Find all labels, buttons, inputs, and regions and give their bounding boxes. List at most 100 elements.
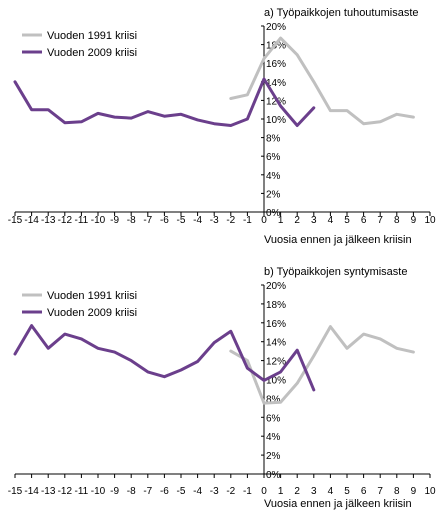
- x-tick-label: 10: [424, 486, 436, 497]
- x-tick-label: 9: [411, 215, 417, 226]
- data-point-2009: [113, 115, 116, 119]
- data-point-2009: [246, 366, 249, 370]
- data-point-2009: [13, 80, 17, 84]
- y-tick-label: 10%: [266, 376, 286, 387]
- data-point-2009: [113, 350, 116, 354]
- chart-destruction-rate: a) Työpaikkojen tuhoutumisaste-15 -14 -13-…: [8, 7, 436, 246]
- x-tick-label: -2: [226, 486, 235, 497]
- x-tick-label: -7: [143, 486, 152, 497]
- chart-title: a) Työpaikkojen tuhoutumisaste: [264, 7, 419, 19]
- x-tick-label: 7: [377, 486, 383, 497]
- x-tick-label: -4: [193, 215, 202, 226]
- y-tick-label: 4%: [266, 171, 281, 182]
- x-tick-label: 5: [344, 215, 350, 226]
- legend-label: Vuoden 1991 kriisi: [47, 30, 137, 42]
- data-point-2009: [47, 347, 50, 350]
- x-tick-label: -4: [193, 486, 202, 497]
- data-point-2009: [146, 370, 149, 374]
- data-point-2009: [279, 370, 282, 374]
- x-tick-label: 0: [261, 215, 267, 226]
- data-point-2009: [229, 330, 232, 333]
- data-point-1991: [296, 53, 299, 57]
- data-point-2009: [96, 347, 100, 350]
- data-point-1991: [329, 109, 332, 112]
- data-point-1991: [229, 349, 232, 353]
- data-point-2009: [279, 104, 282, 108]
- data-point-1991: [246, 93, 249, 97]
- data-point-2009: [262, 379, 266, 382]
- x-tick-label: -5: [177, 486, 186, 497]
- data-point-1991: [329, 325, 332, 328]
- data-point-2009: [146, 110, 149, 113]
- x-tick-label: 2: [294, 215, 300, 226]
- data-point-2009: [196, 118, 199, 122]
- data-point-2009: [80, 337, 83, 341]
- data-point-1991: [279, 400, 282, 404]
- x-tick-label: -6: [160, 486, 169, 497]
- y-tick-label: 6%: [266, 413, 281, 424]
- data-point-1991: [362, 332, 365, 336]
- data-point-2009: [63, 332, 66, 336]
- x-tick-label: -9: [110, 215, 119, 226]
- x-tick-label: 1: [278, 215, 284, 226]
- data-point-2009: [130, 116, 133, 120]
- y-tick-label: 4%: [266, 432, 281, 443]
- y-tick-label: 6%: [266, 152, 281, 163]
- x-tick-label: -10: [91, 486, 106, 497]
- data-point-2009: [296, 124, 299, 127]
- x-tick-label: -13: [41, 486, 56, 497]
- y-tick-label: 0%: [266, 208, 281, 219]
- y-tick-label: 2%: [266, 189, 281, 200]
- y-tick-label: 20%: [266, 281, 286, 292]
- data-point-1991: [395, 113, 398, 116]
- x-tick-label: -12: [58, 486, 73, 497]
- data-point-1991: [379, 120, 382, 123]
- x-tick-label: 5: [344, 486, 350, 497]
- x-tick-label: 3: [311, 215, 317, 226]
- data-point-2009: [63, 121, 66, 124]
- x-tick-label: -11: [75, 486, 89, 497]
- data-point-2009: [30, 108, 33, 111]
- y-tick-label: 10%: [266, 115, 286, 126]
- x-tick-label: -2: [226, 215, 235, 226]
- data-point-1991: [312, 80, 315, 84]
- x-tick-label: -5: [177, 215, 186, 226]
- data-point-2009: [262, 77, 266, 81]
- data-point-1991: [262, 57, 266, 60]
- data-point-2009: [163, 115, 166, 118]
- data-point-1991: [345, 347, 349, 350]
- data-point-1991: [279, 36, 282, 40]
- x-tick-label: -3: [210, 486, 219, 497]
- x-tick-label: -10: [91, 215, 106, 226]
- data-point-2009: [312, 106, 315, 110]
- x-tick-label: 8: [394, 486, 400, 497]
- y-tick-label: 8%: [266, 394, 281, 405]
- data-point-2009: [246, 117, 249, 121]
- y-tick-label: 16%: [266, 59, 286, 70]
- data-point-2009: [312, 388, 315, 392]
- y-tick-label: 12%: [266, 357, 286, 368]
- x-tick-label: -15: [8, 486, 23, 497]
- x-tick-label: -1: [243, 215, 252, 226]
- data-point-2009: [296, 349, 299, 352]
- x-tick-label: 0: [261, 486, 267, 497]
- y-tick-label: 0%: [266, 470, 281, 481]
- x-tick-label: -3: [210, 215, 219, 226]
- x-tick-label: 2: [294, 486, 300, 497]
- x-tick-label: -1: [243, 486, 252, 497]
- data-point-1991: [362, 122, 365, 125]
- data-point-1991: [262, 401, 266, 405]
- legend-label: Vuoden 2009 kriisi: [47, 47, 137, 59]
- x-tick-label: -13: [41, 215, 56, 226]
- x-tick-label: 8: [394, 215, 400, 226]
- x-tick-label: -12: [58, 215, 73, 226]
- x-tick-label: 6: [361, 215, 367, 226]
- data-point-1991: [412, 350, 415, 354]
- data-point-2009: [213, 341, 216, 344]
- series-line-1991: [229, 325, 415, 405]
- y-tick-label: 2%: [266, 451, 281, 462]
- x-tick-label: -9: [110, 486, 119, 497]
- y-tick-label: 18%: [266, 300, 286, 311]
- chart-creation-rate: b) Työpaikkojen syntymisaste-15 -14 -13 -12…: [8, 266, 436, 510]
